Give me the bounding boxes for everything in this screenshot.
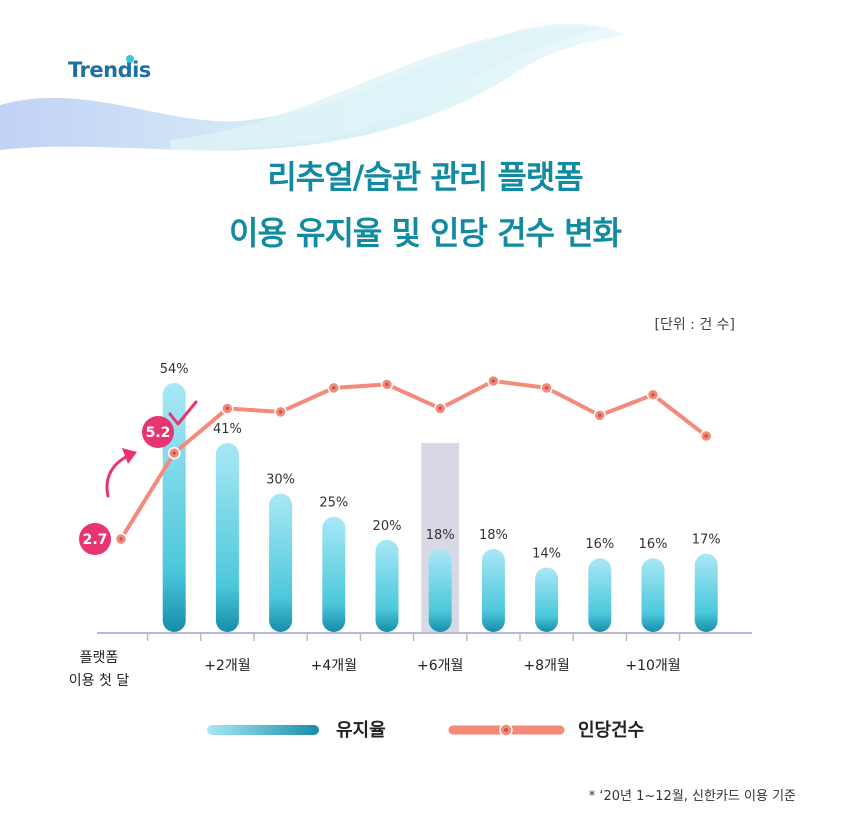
- logo: Trendis: [68, 55, 151, 82]
- unit-label: [단위 : 건 수]: [654, 317, 735, 333]
- page-title-line1: 리추얼/습관 관리 플랫폼: [267, 158, 583, 196]
- x-tick-label: +2개월: [204, 658, 250, 674]
- line-point-core: [278, 410, 283, 414]
- line-label-second: 5.2: [146, 425, 171, 441]
- x-tick-label: 플랫폼: [80, 650, 119, 666]
- bar: [428, 549, 452, 632]
- page-title-line2: 이용 유지율 및 인당 건수 변화: [229, 214, 622, 252]
- line-point-core: [651, 392, 655, 397]
- line-point-core: [438, 406, 443, 411]
- bar-label: 41%: [213, 422, 242, 437]
- bar-label: 18%: [426, 528, 455, 543]
- bar-label: 17%: [692, 533, 721, 548]
- arrow-head-icon: [122, 448, 137, 464]
- logo-dot-icon: [125, 55, 134, 63]
- bar-label: 16%: [639, 537, 668, 552]
- line-point-core: [491, 379, 496, 383]
- check-icon: [168, 400, 198, 426]
- line-point-core: [225, 406, 230, 411]
- background-wave: [0, 23, 625, 151]
- bar: [535, 567, 559, 632]
- bar-label: 14%: [532, 546, 561, 561]
- arrow-up-icon: [105, 454, 130, 498]
- line-point-core: [332, 386, 336, 390]
- legend-line-label: 인당건수: [578, 720, 645, 741]
- bar: [588, 558, 612, 632]
- x-tick-label: +6개월: [417, 658, 463, 674]
- bar: [269, 493, 293, 632]
- legend-line-point-core: [504, 728, 508, 732]
- bar-label: 18%: [479, 528, 508, 543]
- legend-bar-swatch: [207, 725, 319, 735]
- bar: [162, 383, 186, 632]
- line-label-first-badge: [79, 523, 111, 555]
- bar-label: 30%: [266, 473, 295, 488]
- x-tick-label: 이용 첫 달: [69, 673, 130, 689]
- bar: [215, 442, 239, 632]
- bar: [694, 553, 718, 632]
- x-tick-label: +8개월: [523, 658, 569, 674]
- line-point-core: [119, 537, 123, 541]
- line-label-second-badge: [142, 416, 174, 448]
- bar: [322, 516, 346, 632]
- bar-label: 20%: [373, 519, 402, 534]
- line-point-core: [385, 382, 389, 387]
- bar: [481, 549, 505, 632]
- line-point-core: [172, 451, 176, 455]
- line-label-first: 2.7: [83, 532, 108, 548]
- line-series: [119, 379, 708, 541]
- legend-bar-label: 유지율: [336, 720, 386, 741]
- bar-label: 16%: [585, 537, 614, 552]
- line-point-core: [598, 413, 602, 418]
- x-tick-label: +10개월: [625, 658, 680, 674]
- bar-label: 25%: [319, 496, 348, 511]
- bar-label: 54%: [160, 362, 189, 377]
- footnote: * ‘20년 1~12월, 신한카드 이용 기준: [588, 789, 796, 804]
- bar: [375, 539, 399, 632]
- x-tick-label: +4개월: [311, 658, 357, 674]
- line-point-core: [704, 434, 708, 438]
- line-point-core: [544, 386, 549, 390]
- bar: [641, 558, 665, 632]
